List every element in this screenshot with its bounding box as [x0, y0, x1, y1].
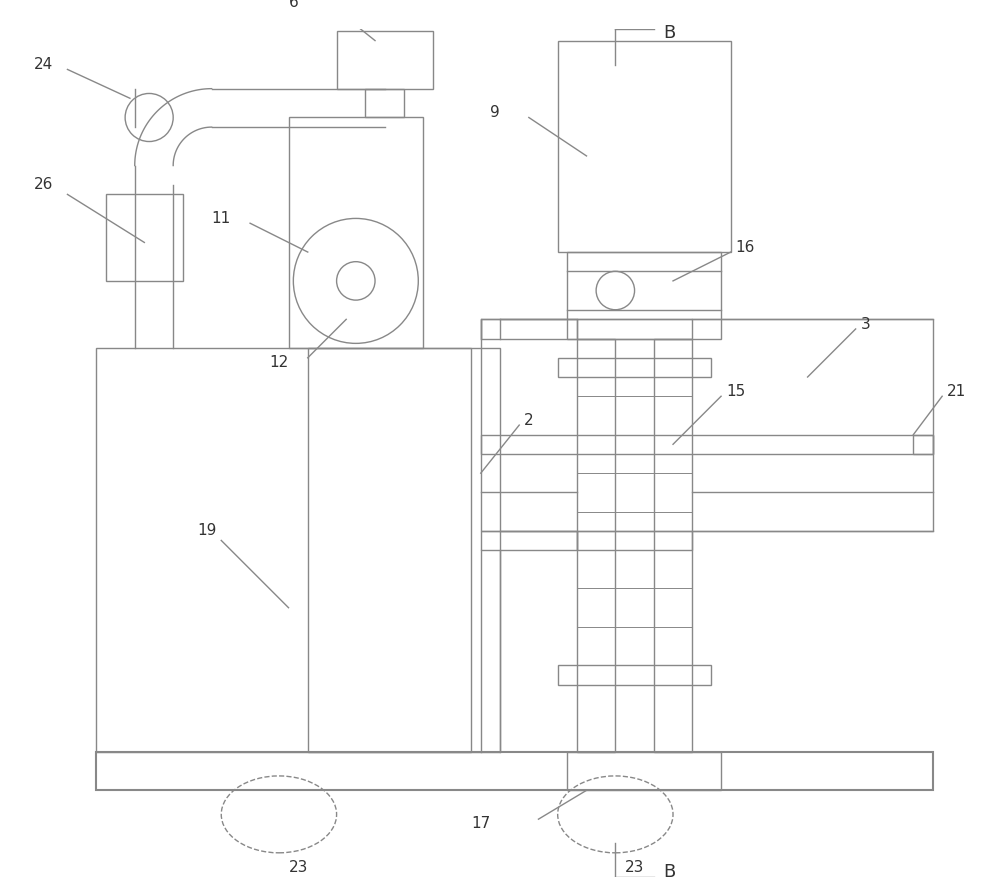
Bar [96, 348, 471, 751]
Bar [558, 665, 711, 684]
Bar [481, 435, 933, 454]
Text: 16: 16 [735, 240, 755, 255]
Bar [577, 319, 692, 339]
Bar [308, 348, 500, 751]
Bar [289, 117, 423, 348]
Bar [558, 358, 711, 377]
Text: 12: 12 [269, 355, 289, 370]
Bar [577, 531, 692, 550]
Bar [337, 31, 433, 89]
Bar [654, 339, 692, 751]
Text: 11: 11 [212, 211, 231, 226]
Bar [577, 339, 615, 751]
Text: 3: 3 [860, 317, 870, 332]
Bar [913, 435, 933, 454]
Text: 19: 19 [197, 523, 217, 538]
Bar [365, 89, 404, 117]
Bar [481, 531, 577, 550]
Bar [567, 252, 721, 339]
Text: B: B [663, 24, 676, 42]
Bar [481, 319, 933, 531]
Bar [96, 751, 933, 790]
Text: 2: 2 [524, 413, 534, 428]
Bar [558, 41, 731, 252]
Bar [106, 194, 183, 280]
Text: 23: 23 [625, 860, 644, 875]
Text: 21: 21 [947, 384, 966, 399]
Text: 6: 6 [289, 0, 298, 10]
Text: 9: 9 [490, 105, 500, 120]
Bar [567, 751, 721, 790]
Text: 26: 26 [34, 177, 53, 192]
Text: 15: 15 [726, 384, 745, 399]
Bar [481, 319, 577, 339]
Text: B: B [663, 863, 676, 881]
Text: 23: 23 [289, 860, 308, 875]
Text: 24: 24 [34, 57, 53, 72]
Text: 17: 17 [471, 817, 490, 832]
